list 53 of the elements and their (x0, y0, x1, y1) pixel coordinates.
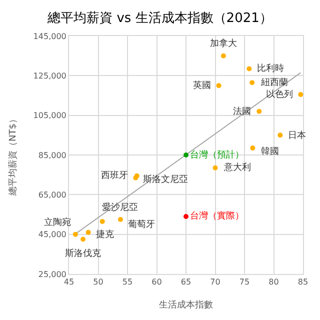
point (118, 216, 123, 222)
y-axis-title: 總平均薪資（NT$） (8, 114, 19, 196)
point (72, 232, 78, 237)
point (250, 146, 256, 151)
annotation: 加拿大 (210, 38, 237, 49)
point (212, 165, 218, 170)
annotation: 紐西蘭 (260, 77, 288, 88)
annotation: 日本 (288, 130, 306, 141)
point (250, 80, 255, 86)
series-label: 台灣（預計） (190, 149, 244, 160)
y-tick-label: 45,000 (38, 230, 66, 240)
annotation: 韓國 (261, 146, 279, 157)
x-tick-label: 85 (298, 278, 308, 287)
annotation: 英國 (193, 80, 211, 91)
annotation: 立陶宛 (44, 217, 71, 228)
point (220, 53, 226, 58)
annotation: 法國 (233, 106, 251, 117)
point (100, 218, 105, 224)
annotation: 葡萄牙 (128, 219, 155, 230)
annotation: 西班牙 (101, 170, 128, 181)
point (216, 83, 222, 88)
point (184, 152, 188, 158)
annotation: 斯洛伐克 (65, 248, 101, 259)
x-tick-label: 70 (210, 278, 220, 287)
x-tick-label: 50 (93, 278, 104, 287)
point (80, 236, 86, 242)
y-tick-label: 85,000 (38, 150, 66, 160)
y-tick-label: 145,000 (33, 32, 66, 41)
annotation: 意大利 (223, 162, 251, 173)
point (256, 108, 262, 114)
y-tick-label: 65,000 (38, 190, 66, 200)
annotation: 愛沙尼亞 (102, 202, 138, 213)
x-tick-label: 60 (152, 278, 162, 287)
x-tick-label: 80 (268, 278, 279, 287)
annotation: 比利時 (257, 63, 284, 74)
y-tick-label: 125,000 (33, 71, 66, 80)
x-axis-title: 生活成本指數 (159, 299, 213, 310)
x-tick-label: 45 (64, 278, 74, 287)
y-tick-label: 25,000 (38, 270, 66, 279)
point (298, 92, 304, 98)
point (86, 230, 91, 235)
y-tick-label: 105,000 (33, 111, 66, 120)
x-tick-label: 55 (122, 278, 133, 287)
point (278, 132, 283, 138)
x-tick-label: 65 (180, 278, 192, 287)
point (246, 66, 252, 72)
annotation: 以色列 (266, 89, 293, 100)
point (184, 214, 188, 219)
annotation: 捷克 (96, 229, 114, 240)
x-tick-label: 75 (239, 278, 250, 287)
series-label: 台灣（實際） (190, 210, 244, 222)
chart-title: 總平均薪資 vs 生活成本指數（2021） (46, 10, 272, 26)
annotation: 斯洛文尼亞 (143, 174, 188, 185)
